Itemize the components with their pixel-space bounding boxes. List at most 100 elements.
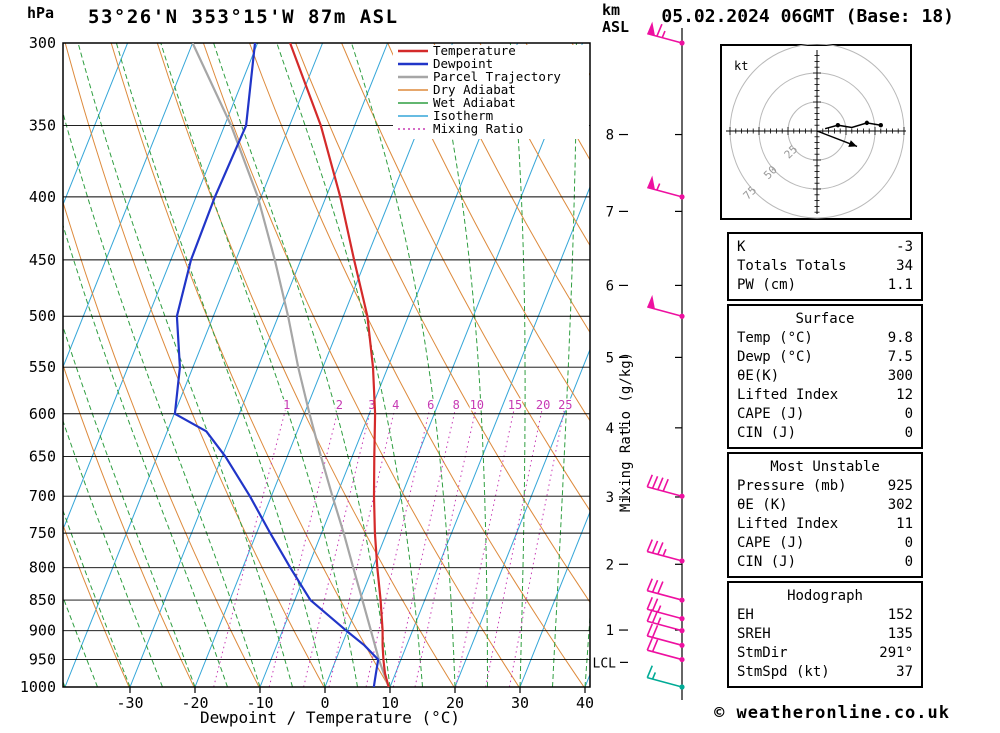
wind-barb-full	[651, 579, 659, 593]
legend-label: Temperature	[433, 43, 516, 58]
temp-tick-label: -10	[246, 694, 273, 712]
panel-row: CIN (J) 0	[737, 424, 913, 443]
legend-label: Mixing Ratio	[433, 121, 523, 136]
info-panel: K -3 Totals Totals 34 PW (cm) 1.1	[727, 232, 923, 301]
pressure-tick-label: 900	[29, 622, 56, 640]
wet-adiabat-line	[552, 43, 577, 687]
mixing-ratio-value: 3	[368, 398, 375, 412]
km-tick-label: 1	[606, 623, 614, 639]
panel-value: 925	[887, 478, 913, 494]
plot-border	[62, 42, 591, 688]
wind-barb-dot	[679, 656, 685, 663]
wind-barb	[647, 294, 685, 319]
dry-adiabat-line	[63, 523, 130, 687]
wind-barb-full	[646, 578, 653, 592]
hodograph-trace-point	[835, 123, 841, 128]
mixing-ratio-line	[303, 409, 372, 687]
panel-value: 291°	[879, 645, 913, 661]
mixing-ratio-value: 2	[336, 398, 343, 412]
panel-label: θE(K)	[737, 368, 780, 384]
lcl-label: LCL	[593, 656, 617, 671]
wind-barb	[647, 175, 685, 200]
isotherm-line	[389, 185, 590, 687]
dry-adiabat-line	[571, 43, 590, 77]
station-title: 53°26'N 353°15'W 87m ASL	[88, 6, 399, 28]
altitude-axis-unit: km ASL	[602, 2, 629, 36]
pressure-tick-label: 600	[29, 405, 56, 423]
mixing-ratio-line	[365, 409, 431, 687]
wet-adiabat-line	[509, 43, 526, 687]
panel-label: Pressure (mb)	[737, 478, 847, 494]
wind-barb-full	[657, 581, 664, 594]
wind-barb-full	[646, 637, 653, 651]
isotherm-line	[584, 673, 590, 687]
panel-label: Dewp (°C)	[737, 349, 813, 365]
hodograph-kt-label: kt	[734, 59, 748, 73]
pressure-axis-unit: hPa	[27, 4, 55, 22]
isotherm-line	[129, 43, 389, 687]
panel-row: Lifted Index 12	[737, 386, 913, 405]
pressure-tick-label: 500	[29, 307, 56, 325]
km-tick-label: 2	[606, 557, 614, 573]
copyright: © weatheronline.co.uk	[714, 703, 950, 723]
wind-barb-half	[661, 30, 666, 38]
panel-title: Hodograph	[787, 588, 863, 604]
mixing-ratio-line	[414, 409, 477, 687]
pressure-tick-label: 450	[29, 251, 56, 269]
panel-value: 1.1	[887, 277, 913, 293]
wet-adiabat-line	[115, 43, 326, 687]
panel-label: EH	[737, 607, 754, 623]
wind-barb-full	[646, 596, 653, 610]
skewt-diagram: 1 2 3 4 6 8 10 15 20 25 3003504004505005506006507…	[20, 21, 685, 727]
panel-label: CAPE (J)	[737, 535, 805, 551]
panel-label: Lifted Index	[737, 516, 839, 532]
wind-barb-pennant	[647, 294, 655, 309]
temp-tick-label: 40	[576, 694, 594, 712]
isotherm-line	[64, 43, 324, 687]
wind-barb-full	[657, 477, 664, 491]
wind-barb-stem	[647, 620, 683, 632]
sounding-curves	[173, 43, 390, 687]
pressure-tick-label: 1000	[20, 678, 56, 696]
panel-row: K -3	[737, 238, 913, 257]
pressure-tick-label: 950	[29, 651, 56, 669]
km-tick-label: 4	[606, 421, 614, 437]
wind-barb-half	[662, 548, 667, 557]
wind-barb-full	[651, 625, 659, 638]
panel-row: Totals Totals 34	[737, 257, 913, 276]
panel-value: 9.8	[887, 330, 913, 346]
panel-value: 0	[904, 425, 913, 441]
mixing-ratio-line	[392, 409, 456, 687]
wind-barb-full	[651, 475, 659, 489]
wind-barb-full	[662, 478, 669, 492]
wind-barb	[647, 21, 685, 46]
temperature-curve	[289, 43, 390, 687]
dry-adiabat-line	[387, 43, 590, 422]
wind-barb-column	[646, 21, 685, 690]
panel-label: SREH	[737, 626, 771, 642]
wind-barb-pennant	[647, 21, 655, 36]
temp-tick-label: -20	[181, 694, 208, 712]
pressure-tick-label: 850	[29, 591, 56, 609]
asl-unit: ASL	[602, 18, 630, 36]
panel-value: 0	[904, 406, 913, 422]
panel-value: 0	[904, 535, 913, 551]
panel-row: Temp (°C) 9.8	[737, 329, 913, 348]
wet-adiabat-line	[63, 419, 163, 687]
panel-label: CIN (J)	[737, 554, 797, 570]
pressure-grid: 3003504004505005506006507007508008509009…	[20, 34, 594, 712]
mixing-ratio-value: 15	[508, 398, 522, 412]
panel-label: CIN (J)	[737, 425, 797, 441]
wind-barb	[646, 539, 685, 564]
isotherm-line	[454, 348, 590, 687]
wind-barb-stem	[647, 186, 683, 198]
wet-adiabat-line	[351, 43, 456, 687]
wind-barb-stem	[647, 635, 683, 647]
x-axis-title: Dewpoint / Temperature (°C)	[200, 708, 460, 727]
panel-value: 152	[887, 607, 913, 623]
temp-tick-label: 10	[381, 694, 399, 712]
mixing-ratio-line-wrap	[303, 409, 372, 687]
panel-label: K	[737, 239, 746, 255]
dry-adiabat-line	[433, 43, 590, 334]
